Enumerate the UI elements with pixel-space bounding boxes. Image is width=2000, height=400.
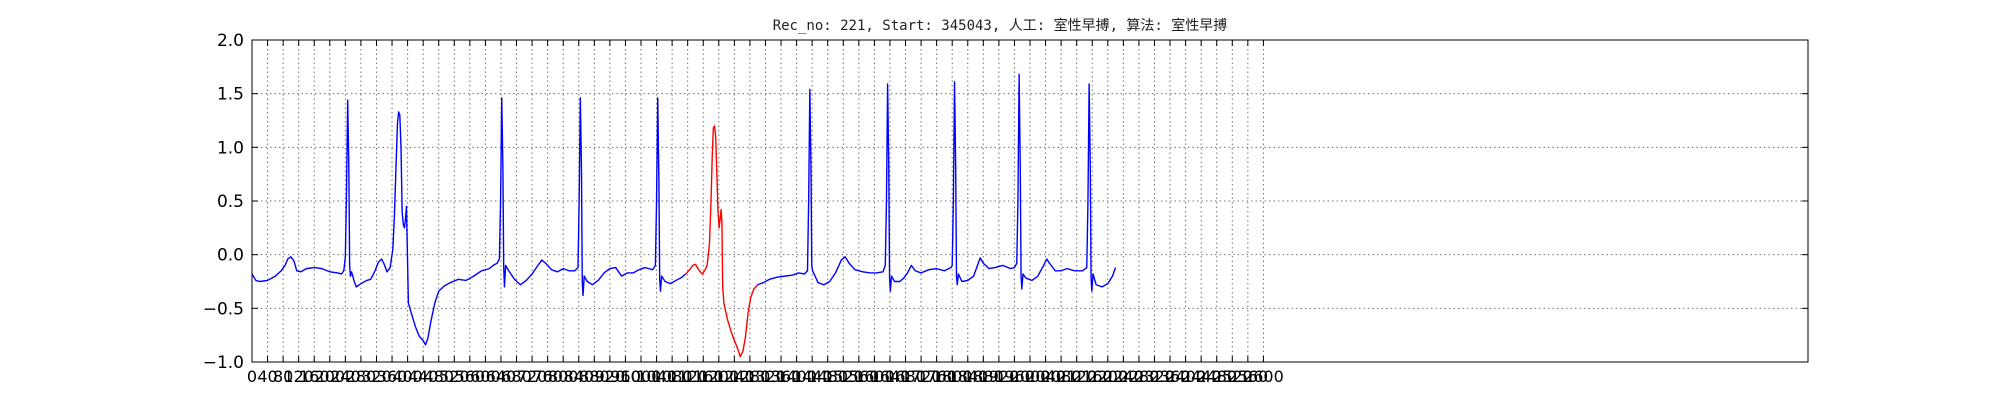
y-tick-label: −1.0 bbox=[203, 353, 244, 373]
x-tick-label: 200 bbox=[315, 367, 346, 386]
x-tick-label: 2400 bbox=[1165, 367, 1206, 386]
series-line-marked bbox=[685, 125, 759, 358]
x-tick-label: 600 bbox=[470, 367, 501, 386]
signal-traces bbox=[251, 73, 1117, 358]
y-tick-label: 2.0 bbox=[217, 31, 244, 51]
x-tick-label: 40 bbox=[257, 367, 277, 386]
x-tick-label: 2040 bbox=[1025, 367, 1066, 386]
x-tick-label: 2320 bbox=[1134, 367, 1175, 386]
x-tick-label: 2440 bbox=[1181, 367, 1222, 386]
series-line-after bbox=[757, 73, 1117, 292]
x-tick-label: 520 bbox=[439, 367, 470, 386]
x-tick-label: 1920 bbox=[979, 367, 1020, 386]
x-tick-label: 1360 bbox=[761, 367, 802, 386]
x-tick-label: 1520 bbox=[823, 367, 864, 386]
x-tick-label: 1640 bbox=[870, 367, 911, 386]
x-tick-label: 440 bbox=[408, 367, 439, 386]
x-tick-label: 640 bbox=[486, 367, 517, 386]
x-tick-label: 2480 bbox=[1196, 367, 1237, 386]
plot-area bbox=[252, 40, 1808, 362]
x-tick-label: 560 bbox=[455, 367, 486, 386]
x-tick-label: 1760 bbox=[916, 367, 957, 386]
x-tick-label: 800 bbox=[548, 367, 579, 386]
x-tick-label: 2360 bbox=[1150, 367, 1191, 386]
x-tick-label: 2200 bbox=[1087, 367, 1128, 386]
x-tick-label: 1440 bbox=[792, 367, 833, 386]
y-tick-label: 0.5 bbox=[217, 192, 244, 212]
x-tick-label: 920 bbox=[595, 367, 626, 386]
x-tick-label: 1960 bbox=[994, 367, 1035, 386]
y-axis: −1.0 −0.5 0.0 0.5 1.0 1.5 2.0 bbox=[203, 31, 1808, 373]
x-tick-label: 1040 bbox=[636, 367, 677, 386]
x-tick-label: 120 bbox=[283, 367, 314, 386]
x-tick-label: 1680 bbox=[885, 367, 926, 386]
x-tick-label: 1320 bbox=[745, 367, 786, 386]
x-tick-label: 2160 bbox=[1072, 367, 1113, 386]
x-tick-label: 1720 bbox=[901, 367, 942, 386]
x-tick-label: 1840 bbox=[947, 367, 988, 386]
x-tick-label: 960 bbox=[610, 367, 641, 386]
x-tick-label: 840 bbox=[563, 367, 594, 386]
x-tick-label: 2600 bbox=[1243, 367, 1284, 386]
x-tick-label: 720 bbox=[517, 367, 548, 386]
x-tick-label: 2000 bbox=[1010, 367, 1051, 386]
x-tick-label: 360 bbox=[377, 367, 408, 386]
y-tick-label: 0.0 bbox=[217, 246, 244, 266]
x-tick-label: 1880 bbox=[963, 367, 1004, 386]
x-tick-label: 760 bbox=[532, 367, 563, 386]
chart-title: Rec_no: 221, Start: 345043, 人工: 室性早搏, 算法… bbox=[773, 17, 1228, 34]
x-tick-label: 2560 bbox=[1227, 367, 1268, 386]
series-line-before bbox=[251, 97, 687, 346]
x-tick-label: 320 bbox=[361, 367, 392, 386]
x-tick-label: 1480 bbox=[807, 367, 848, 386]
x-tick-label: 80 bbox=[273, 367, 293, 386]
x-tick-label: 1240 bbox=[714, 367, 755, 386]
x-axis: 0 408012016020024028032036040044048052056… bbox=[247, 40, 1284, 386]
x-tick-label: 0 bbox=[247, 367, 257, 386]
y-tick-label: −0.5 bbox=[203, 299, 244, 319]
x-tick-label: 1160 bbox=[683, 367, 724, 386]
y-tick-label: 1.5 bbox=[217, 85, 244, 105]
x-tick-label: 1120 bbox=[667, 367, 708, 386]
x-tick-label: 2520 bbox=[1212, 367, 1253, 386]
x-tick-label: 1280 bbox=[730, 367, 771, 386]
x-tick-label: 2240 bbox=[1103, 367, 1144, 386]
x-tick-label: 400 bbox=[392, 367, 423, 386]
x-tick-label: 1080 bbox=[652, 367, 693, 386]
x-tick-label: 1600 bbox=[854, 367, 895, 386]
x-tick-label: 880 bbox=[579, 367, 610, 386]
x-tick-label: 2120 bbox=[1056, 367, 1097, 386]
x-tick-label: 2280 bbox=[1119, 367, 1160, 386]
x-tick-label: 680 bbox=[501, 367, 532, 386]
x-tick-label: 1560 bbox=[838, 367, 879, 386]
x-tick-label: 280 bbox=[346, 367, 377, 386]
y-tick-label: 1.0 bbox=[217, 138, 244, 158]
x-tick-label: 480 bbox=[423, 367, 454, 386]
x-tick-label: 2080 bbox=[1041, 367, 1082, 386]
x-tick-label: 1400 bbox=[776, 367, 817, 386]
x-tick-label: 240 bbox=[330, 367, 361, 386]
x-tick-label: 160 bbox=[299, 367, 330, 386]
x-tick-label: 1000 bbox=[621, 367, 662, 386]
x-tick-label: 1800 bbox=[932, 367, 973, 386]
x-tick-label: 1200 bbox=[698, 367, 739, 386]
